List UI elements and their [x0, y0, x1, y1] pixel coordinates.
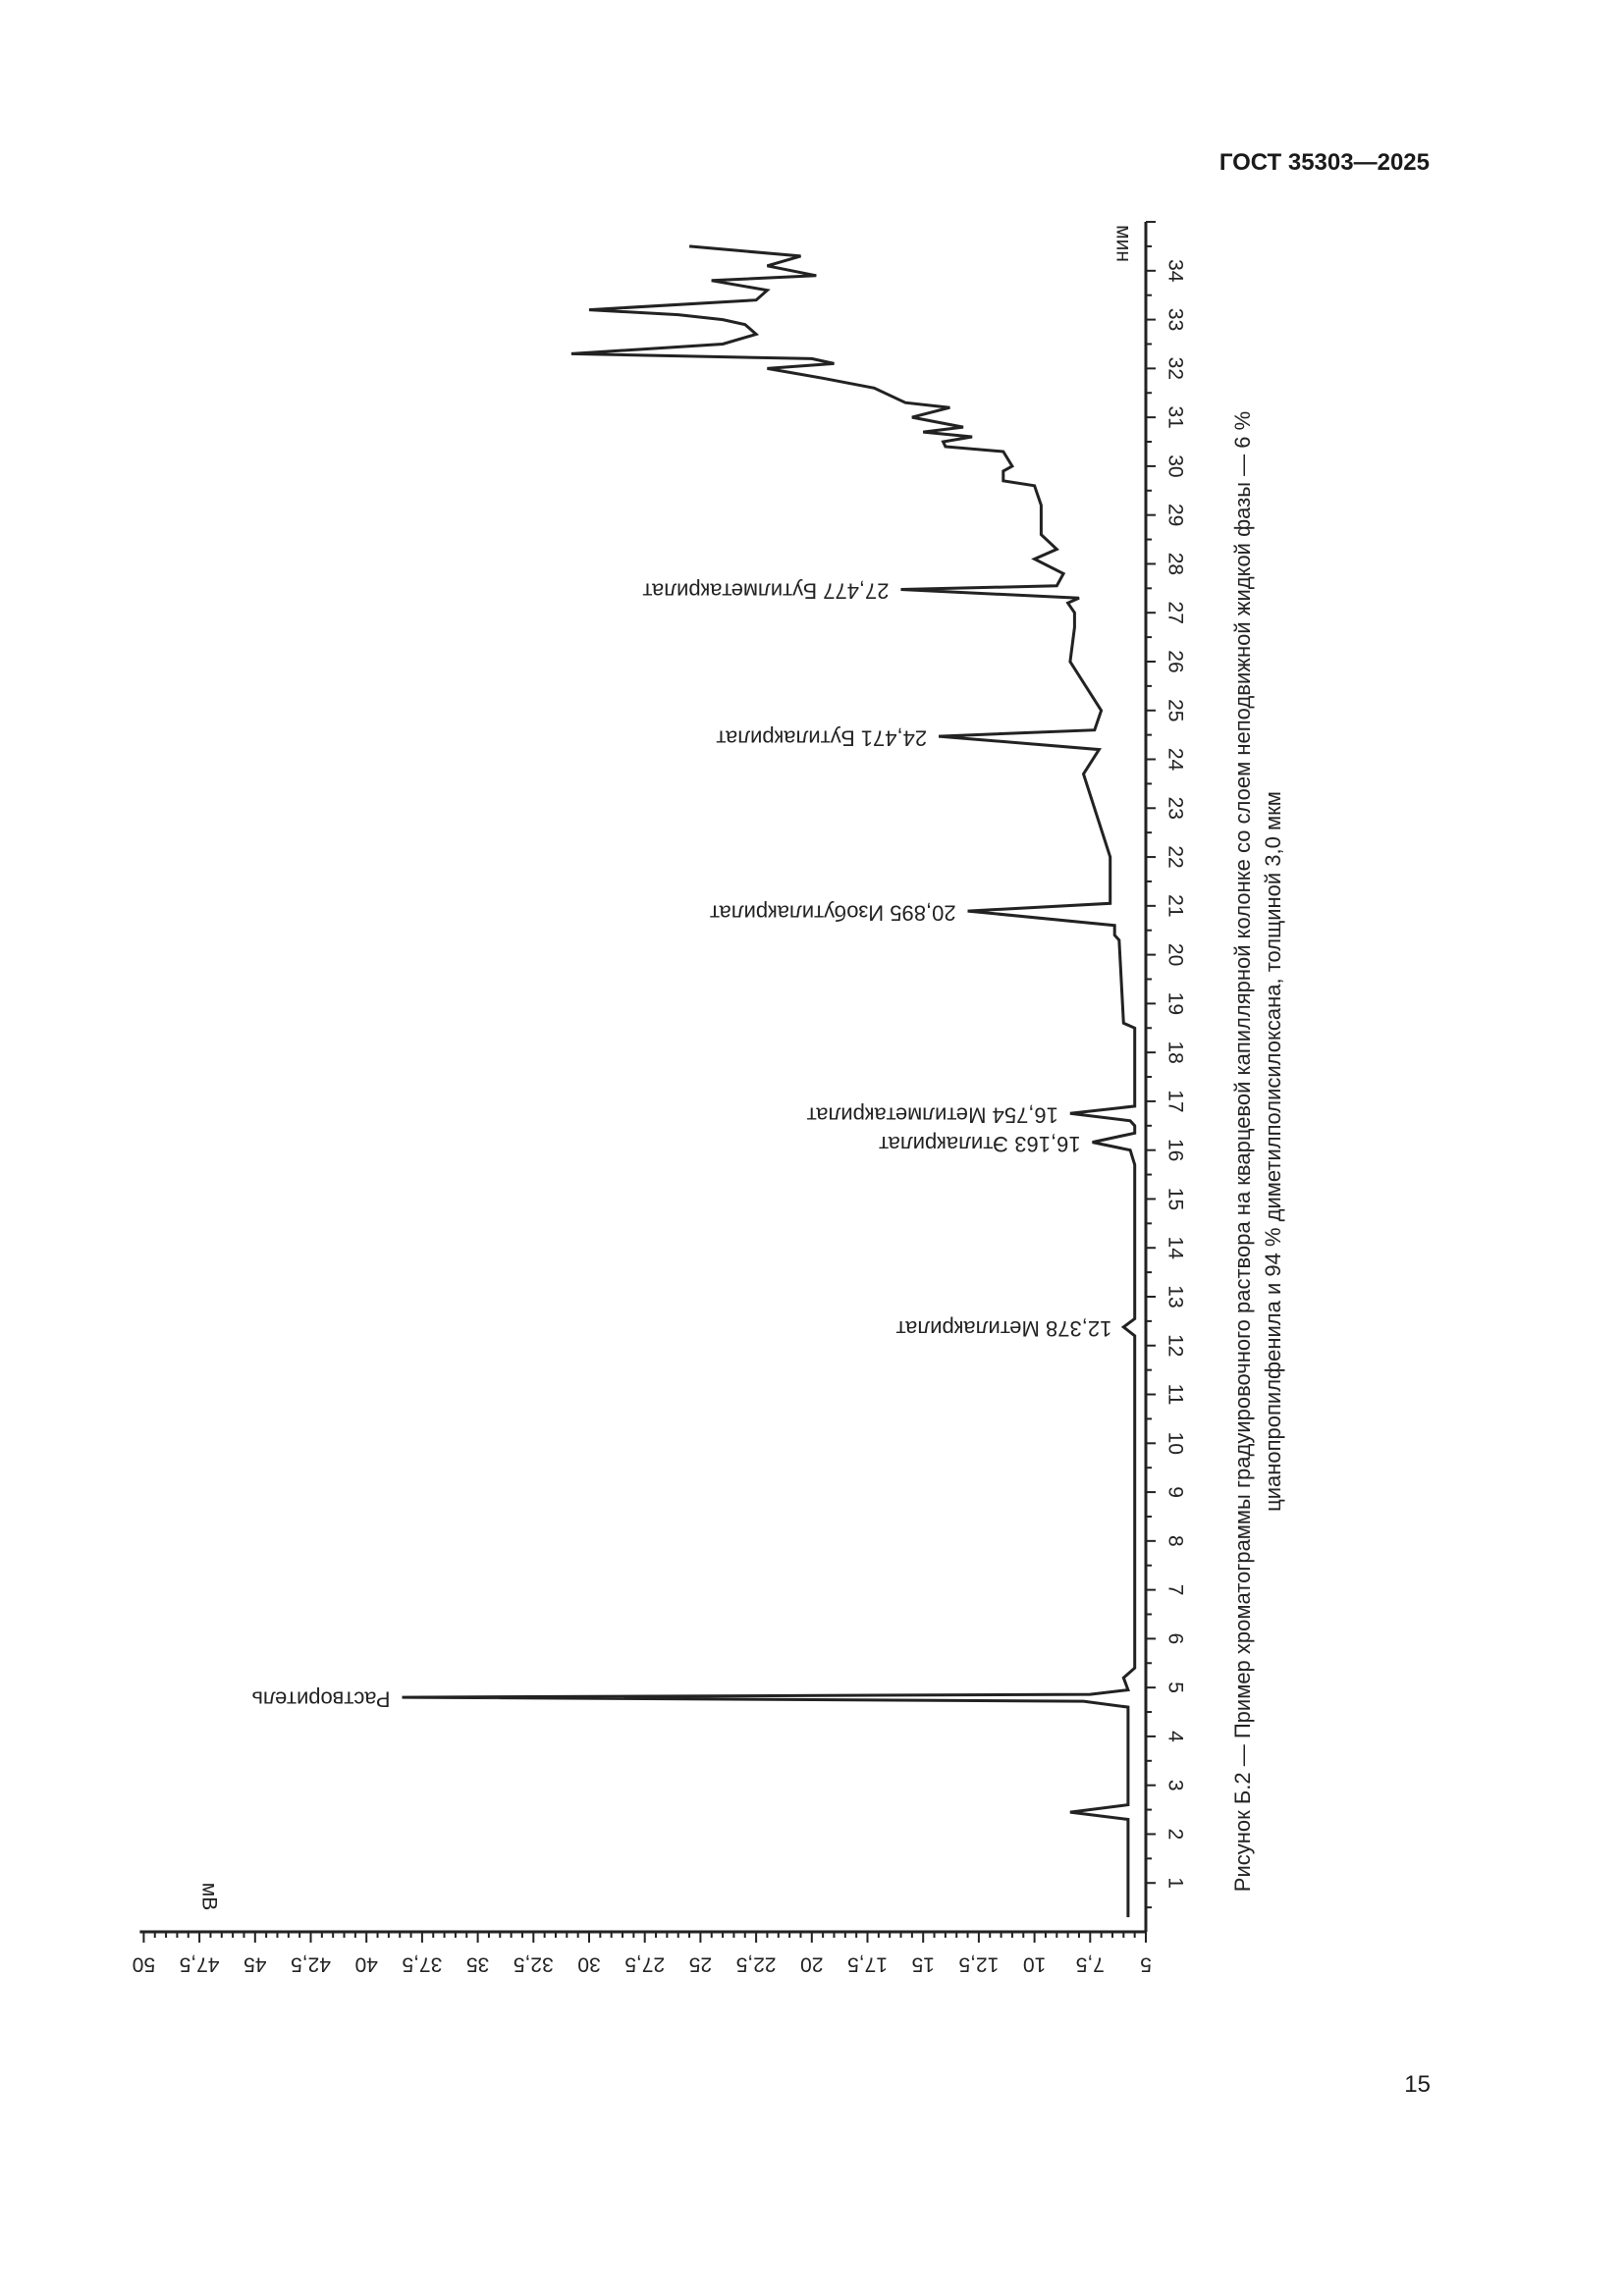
time-tick-label: 1: [1164, 1877, 1186, 1889]
signal-tick-label: 40: [355, 1952, 378, 1975]
time-tick-label: 18: [1164, 1041, 1186, 1063]
time-tick-label: 16: [1164, 1139, 1186, 1161]
time-tick-label: 14: [1164, 1237, 1186, 1260]
time-axis-ticks: 1234567891011121314151617181920212223242…: [1146, 221, 1186, 1909]
figure-caption-line-2: цианопропилфенила и 94 % диметилполисило…: [1261, 791, 1285, 1512]
standard-code: ГОСТ 35303—2025: [1218, 149, 1430, 176]
signal-tick-label: 45: [244, 1952, 266, 1975]
signal-tick-label: 35: [466, 1952, 489, 1975]
time-tick-label: 31: [1164, 405, 1186, 428]
signal-tick-label: 42,5: [291, 1952, 331, 1975]
peak-labels: Растворитель 12,378 Метилакрилат 16,163 Эт…: [251, 579, 1111, 1712]
signal-tick-label: 50: [133, 1952, 155, 1975]
time-tick-label: 5: [1164, 1682, 1186, 1693]
time-tick-label: 26: [1164, 650, 1186, 672]
time-tick-label: 30: [1164, 454, 1186, 477]
time-tick-label: 4: [1164, 1731, 1186, 1742]
time-tick-label: 11: [1164, 1384, 1186, 1406]
time-tick-label: 12: [1164, 1334, 1186, 1357]
time-tick-label: 2: [1164, 1829, 1186, 1841]
peak-label: 12,378 Метилакрилат: [896, 1316, 1112, 1341]
signal-tick-label: 30: [577, 1952, 600, 1975]
peak-label: 16,163 Этилакрилат: [879, 1132, 1080, 1156]
time-tick-label: 7: [1164, 1584, 1186, 1596]
signal-tick-label: 15: [912, 1952, 935, 1975]
chromatogram-trace: [402, 244, 1137, 1918]
time-tick-label: 20: [1164, 943, 1186, 966]
figure-caption-line-1: Рисунок Б.2 — Пример хроматограммы граду…: [1230, 411, 1255, 1892]
signal-tick-label: 5: [1140, 1952, 1152, 1975]
time-tick-label: 13: [1164, 1285, 1186, 1308]
time-tick-label: 27: [1164, 602, 1186, 624]
peak-label: 24,471 Бутилакрилат: [716, 725, 927, 750]
peak-label: 20,895 Изобутилакрилат: [710, 900, 956, 925]
signal-tick-label: 32,5: [514, 1952, 554, 1975]
time-tick-label: 25: [1164, 699, 1186, 721]
time-tick-label: 19: [1164, 992, 1186, 1015]
time-tick-label: 8: [1164, 1535, 1186, 1547]
signal-tick-label: 20: [800, 1952, 823, 1975]
signal-tick-label: 47,5: [180, 1952, 220, 1975]
signal-tick-label: 10: [1023, 1952, 1046, 1975]
signal-tick-label: 27,5: [624, 1952, 665, 1975]
page-number: 15: [1404, 2071, 1431, 2098]
signal-axis-unit-label: мВ: [197, 1883, 220, 1910]
time-tick-label: 28: [1164, 553, 1186, 575]
peak-label: 27,477 Бутилметакрилат: [642, 579, 889, 604]
time-axis-unit-label: мин: [1111, 225, 1134, 262]
peak-label: 16,754 Метилметакрилат: [807, 1102, 1058, 1127]
signal-tick-label: 7,5: [1076, 1952, 1105, 1975]
time-tick-label: 21: [1164, 894, 1186, 917]
time-tick-label: 22: [1164, 845, 1186, 868]
signal-tick-label: 12,5: [958, 1952, 999, 1975]
peak-label: Растворитель: [251, 1686, 390, 1711]
time-tick-label: 24: [1164, 748, 1186, 772]
time-tick-label: 3: [1164, 1780, 1186, 1791]
signal-tick-label: 25: [689, 1952, 712, 1975]
signal-tick-label: 17,5: [847, 1952, 888, 1975]
time-tick-label: 29: [1164, 504, 1186, 526]
time-tick-label: 17: [1164, 1090, 1186, 1112]
time-tick-label: 23: [1164, 797, 1186, 820]
time-tick-label: 32: [1164, 357, 1186, 380]
time-tick-label: 33: [1164, 308, 1186, 331]
time-tick-label: 15: [1164, 1188, 1186, 1210]
chart-axes: [139, 222, 1148, 1934]
time-tick-label: 6: [1164, 1633, 1186, 1645]
signal-tick-label: 22,5: [736, 1952, 777, 1975]
time-tick-label: 34: [1164, 259, 1186, 283]
time-tick-label: 10: [1164, 1432, 1186, 1455]
time-tick-label: 9: [1164, 1486, 1186, 1498]
signal-tick-label: 37,5: [402, 1952, 442, 1975]
signal-axis-ticks: 5 7,5 10 12,5 15 17,5 20 22,5 25 27,5 30 32,5 35 37,5…: [133, 1932, 1152, 1975]
